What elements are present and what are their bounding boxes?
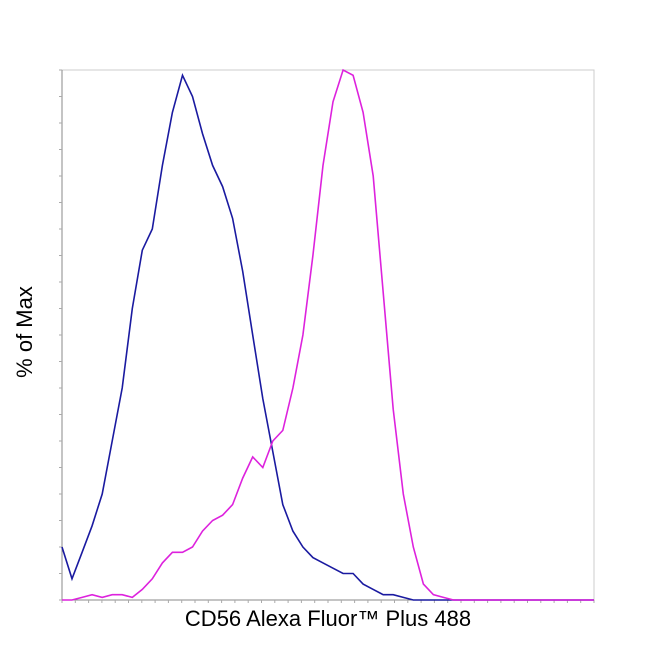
series-line [62,68,594,601]
series-line [61,72,594,601]
x-axis-label: CD56 Alexa Fluor™ Plus 488 [185,606,471,631]
plot-frame [61,69,595,601]
y-axis-label: % of Max [12,286,37,378]
